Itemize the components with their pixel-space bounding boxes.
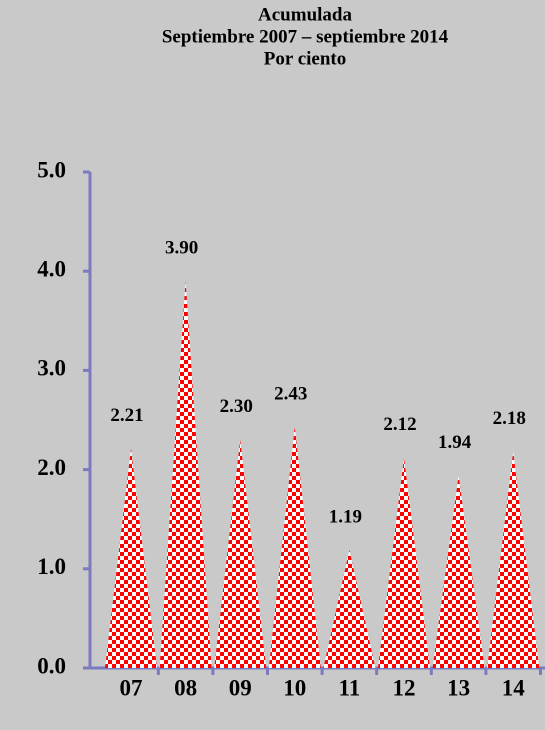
x-tick-label: 13 [447, 675, 470, 700]
chart-title: Por ciento [264, 48, 347, 69]
value-label: 2.12 [383, 414, 416, 435]
x-tick-label: 07 [120, 675, 143, 700]
y-tick-label: 1.0 [37, 554, 66, 579]
x-tick-label: 14 [502, 675, 526, 700]
cone [105, 448, 157, 668]
chart-title: Septiembre 2007 – septiembre 2014 [162, 26, 449, 47]
cone [378, 457, 430, 668]
y-tick-label: 5.0 [37, 157, 66, 182]
value-label: 2.18 [493, 408, 526, 429]
chart-title: Acumulada [258, 4, 352, 25]
x-tick-label: 12 [393, 675, 416, 700]
value-label: 1.19 [329, 506, 362, 527]
cone [159, 281, 212, 668]
value-label: 3.90 [165, 237, 198, 258]
x-tick-label: 09 [229, 675, 252, 700]
cone [487, 451, 540, 668]
x-tick-label: 11 [339, 675, 361, 700]
x-tick-label: 10 [283, 675, 306, 700]
x-tick-label: 08 [174, 675, 197, 700]
cone [214, 439, 267, 668]
value-label: 2.43 [274, 383, 307, 404]
value-label: 1.94 [438, 432, 472, 453]
y-tick-label: 3.0 [37, 356, 66, 381]
cone [268, 426, 321, 668]
cone [432, 475, 485, 668]
cone [323, 549, 376, 668]
value-label: 2.30 [220, 396, 253, 417]
y-tick-label: 2.0 [37, 455, 66, 480]
value-label: 2.21 [110, 405, 143, 426]
y-tick-label: 4.0 [37, 256, 66, 281]
y-tick-label: 0.0 [37, 653, 66, 678]
